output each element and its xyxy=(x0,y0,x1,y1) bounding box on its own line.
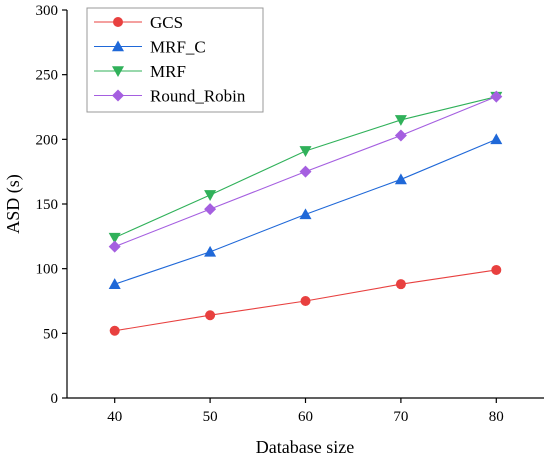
data-point-mrf-c xyxy=(490,133,503,145)
legend-label: MRF_C xyxy=(150,38,206,57)
data-point-mrf xyxy=(108,232,121,244)
legend-label: GCS xyxy=(150,13,183,32)
y-ticks: 0 50 100 150 200 250 300 xyxy=(36,3,67,407)
series-round-robin xyxy=(108,90,503,253)
data-point-gcs xyxy=(491,264,502,275)
data-point-gcs xyxy=(395,279,406,290)
series-mrf-c xyxy=(108,133,503,289)
series-gcs xyxy=(109,264,502,336)
legend-marker-gcs xyxy=(113,17,123,27)
legend: GCS MRF_C MRF Round_Robin xyxy=(86,7,264,113)
x-tick-label: 70 xyxy=(393,409,408,425)
data-point-round-robin xyxy=(394,129,407,142)
y-axis-title: ASD (s) xyxy=(3,174,24,234)
y-tick-label: 300 xyxy=(36,3,59,19)
data-point-mrf xyxy=(204,190,217,201)
y-tick-label: 150 xyxy=(36,197,59,213)
legend-item-round-robin: Round_Robin xyxy=(94,87,246,106)
data-point-mrf xyxy=(299,146,312,157)
legend-label: Round_Robin xyxy=(150,87,246,106)
legend-label: MRF xyxy=(150,62,186,81)
y-tick-label: 200 xyxy=(36,132,59,148)
y-tick-label: 100 xyxy=(36,262,59,278)
legend-item-gcs: GCS xyxy=(94,13,183,32)
x-tick-label: 60 xyxy=(298,409,313,425)
data-point-mrf-c xyxy=(299,208,312,220)
series-layer xyxy=(108,90,503,336)
x-tick-label: 50 xyxy=(203,409,218,425)
x-tick-label: 80 xyxy=(489,409,504,425)
data-point-round-robin xyxy=(490,90,503,103)
data-point-round-robin xyxy=(108,240,121,253)
legend-item-mrf-c: MRF_C xyxy=(94,38,206,57)
x-ticks: 40 50 60 70 80 xyxy=(107,398,504,425)
data-point-round-robin xyxy=(299,165,312,178)
y-tick-label: 250 xyxy=(36,68,59,84)
legend-marker-mrf-c xyxy=(112,40,124,52)
x-tick-label: 40 xyxy=(107,409,122,425)
data-point-mrf-c xyxy=(394,173,407,185)
legend-item-mrf: MRF xyxy=(94,62,186,81)
data-point-gcs xyxy=(109,325,120,336)
legend-marker-mrf xyxy=(112,66,124,77)
data-point-round-robin xyxy=(204,203,217,216)
data-point-mrf xyxy=(394,115,407,126)
y-tick-label: 0 xyxy=(51,391,59,407)
legend-marker-round-robin xyxy=(112,89,124,102)
data-point-gcs xyxy=(205,310,216,321)
data-point-mrf-c xyxy=(204,245,217,257)
data-point-mrf-c xyxy=(108,278,121,289)
x-axis-title: Database size xyxy=(256,437,354,457)
data-point-gcs xyxy=(300,296,311,306)
y-tick-label: 50 xyxy=(43,326,58,342)
